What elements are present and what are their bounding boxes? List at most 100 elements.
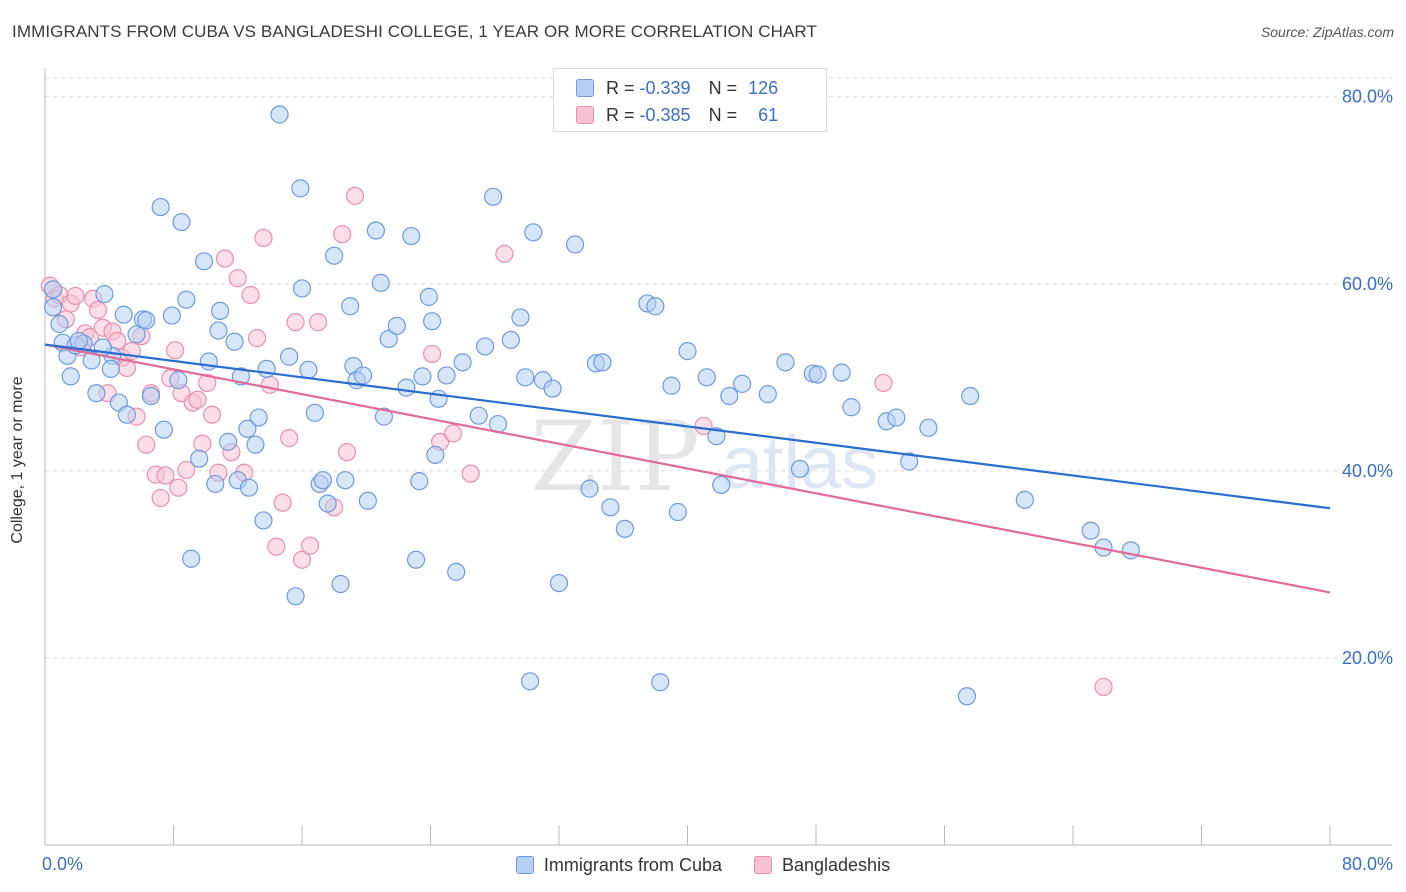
cuba-point: [172, 212, 191, 232]
bangladeshis-point: [443, 424, 463, 443]
correlation-legend: R = -0.339 N = 126 R = -0.385 N = 61: [553, 68, 827, 132]
x-tick-label-max: 80.0%: [1342, 854, 1393, 874]
cuba-point: [101, 359, 120, 378]
chart-title: IMMIGRANTS FROM CUBA VS BANGLADESHI COLL…: [12, 22, 817, 41]
cuba-point: [580, 479, 599, 498]
cuba-point: [225, 332, 244, 351]
bangladeshis-point: [874, 373, 893, 393]
cuba-point: [511, 308, 530, 327]
bangladeshis-point: [260, 375, 279, 394]
cuba-point: [43, 280, 63, 299]
bangladeshis-point: [66, 286, 85, 306]
cuba-point: [61, 367, 80, 386]
cuba-point: [601, 498, 620, 517]
cuba-point: [712, 475, 731, 494]
cuba-point: [426, 445, 445, 465]
cuba-swatch: [515, 856, 534, 874]
cuba-point: [1081, 521, 1100, 540]
y-tick-label: 20.0%: [1342, 648, 1393, 668]
cuba-point: [1121, 541, 1140, 560]
cuba-point: [720, 386, 739, 406]
cuba-point: [423, 312, 442, 331]
cuba-point: [842, 398, 861, 417]
cuba-point: [286, 587, 305, 606]
bangladeshis-point: [88, 300, 108, 320]
bangladeshis-point: [495, 244, 514, 263]
cuba-point: [353, 366, 373, 385]
source-label: Source: ZipAtlas.com: [1260, 24, 1394, 40]
bangladeshis-swatch: [753, 856, 772, 874]
cuba-point: [402, 226, 421, 246]
cuba-point: [651, 673, 670, 692]
cuba-point: [615, 519, 634, 538]
watermark-zip: ZIP: [530, 401, 699, 513]
cuba-point: [832, 363, 851, 382]
bangladeshis-point: [267, 537, 286, 556]
cuba-point: [668, 502, 687, 522]
cuba-point: [366, 221, 385, 240]
trend-line-cuba: [44, 343, 1331, 510]
legend-label-bangladeshis: Bangladeshis: [781, 854, 891, 875]
cuba-point: [374, 407, 394, 426]
cuba-point: [387, 316, 406, 335]
cuba-point: [270, 105, 289, 124]
n-value: 61: [758, 104, 779, 125]
cuba-point: [292, 279, 312, 298]
cuba-point: [358, 491, 377, 510]
cuba-point: [219, 432, 238, 451]
bangladeshis-point: [280, 429, 299, 448]
bangladeshis-point: [215, 249, 234, 268]
cuba-point: [957, 687, 977, 706]
cuba-point: [593, 353, 612, 372]
cuba-point: [190, 449, 209, 468]
cuba-point: [246, 435, 265, 454]
bangladeshis-point: [292, 550, 312, 569]
cuba-point: [313, 471, 332, 490]
cuba-point: [516, 368, 535, 387]
cuba-point: [82, 351, 101, 370]
cuba-point: [501, 330, 520, 350]
cuba-point: [1015, 490, 1034, 509]
legend-row-bangladeshis: R = -0.385 N = 61: [576, 104, 778, 126]
cuba-point: [182, 549, 201, 568]
n-value: 126: [748, 77, 779, 98]
bangladeshis-point: [156, 466, 175, 485]
cuba-point: [543, 379, 562, 398]
bangladeshis-point: [166, 341, 185, 360]
y-tick-label: 60.0%: [1342, 274, 1393, 294]
bangladeshis-point: [286, 313, 305, 332]
cuba-point: [305, 403, 324, 422]
cuba-point: [291, 179, 310, 198]
r-value: -0.385: [639, 104, 691, 125]
cuba-point: [565, 235, 585, 254]
bangladeshis-point: [247, 328, 267, 348]
cuba-point: [154, 420, 173, 439]
bangladeshis-point: [193, 434, 212, 453]
bangladeshis-point: [151, 488, 170, 508]
bangladeshis-point: [461, 464, 480, 483]
axes: [44, 68, 1392, 846]
cuba-swatch: [576, 79, 594, 97]
bangladeshis-point: [177, 460, 196, 480]
cuba-point: [169, 371, 188, 390]
bangladeshis-point: [308, 313, 328, 332]
cuba-point: [733, 374, 752, 393]
legend-label-cuba: Immigrants from Cuba: [543, 854, 722, 875]
cuba-point: [194, 252, 214, 271]
cuba-point: [397, 378, 416, 397]
legend-row-cuba: R = -0.339 N = 126: [576, 77, 778, 99]
cuba-point: [549, 573, 569, 593]
cuba-point: [758, 385, 777, 404]
y-axis-label: College, 1 year or more: [9, 376, 26, 544]
cuba-point: [151, 197, 170, 217]
trend-line-bangladeshis: [44, 343, 1331, 594]
bangladeshis-point: [423, 344, 442, 364]
bangladeshis-swatch: [576, 106, 594, 124]
cuba-point: [127, 325, 146, 344]
legend-item-cuba: Immigrants from Cuba: [515, 854, 722, 876]
y-tick-label: 80.0%: [1342, 87, 1393, 107]
cuba-point: [520, 672, 540, 691]
cuba-point: [206, 474, 225, 494]
bangladeshis-point: [1094, 677, 1113, 697]
